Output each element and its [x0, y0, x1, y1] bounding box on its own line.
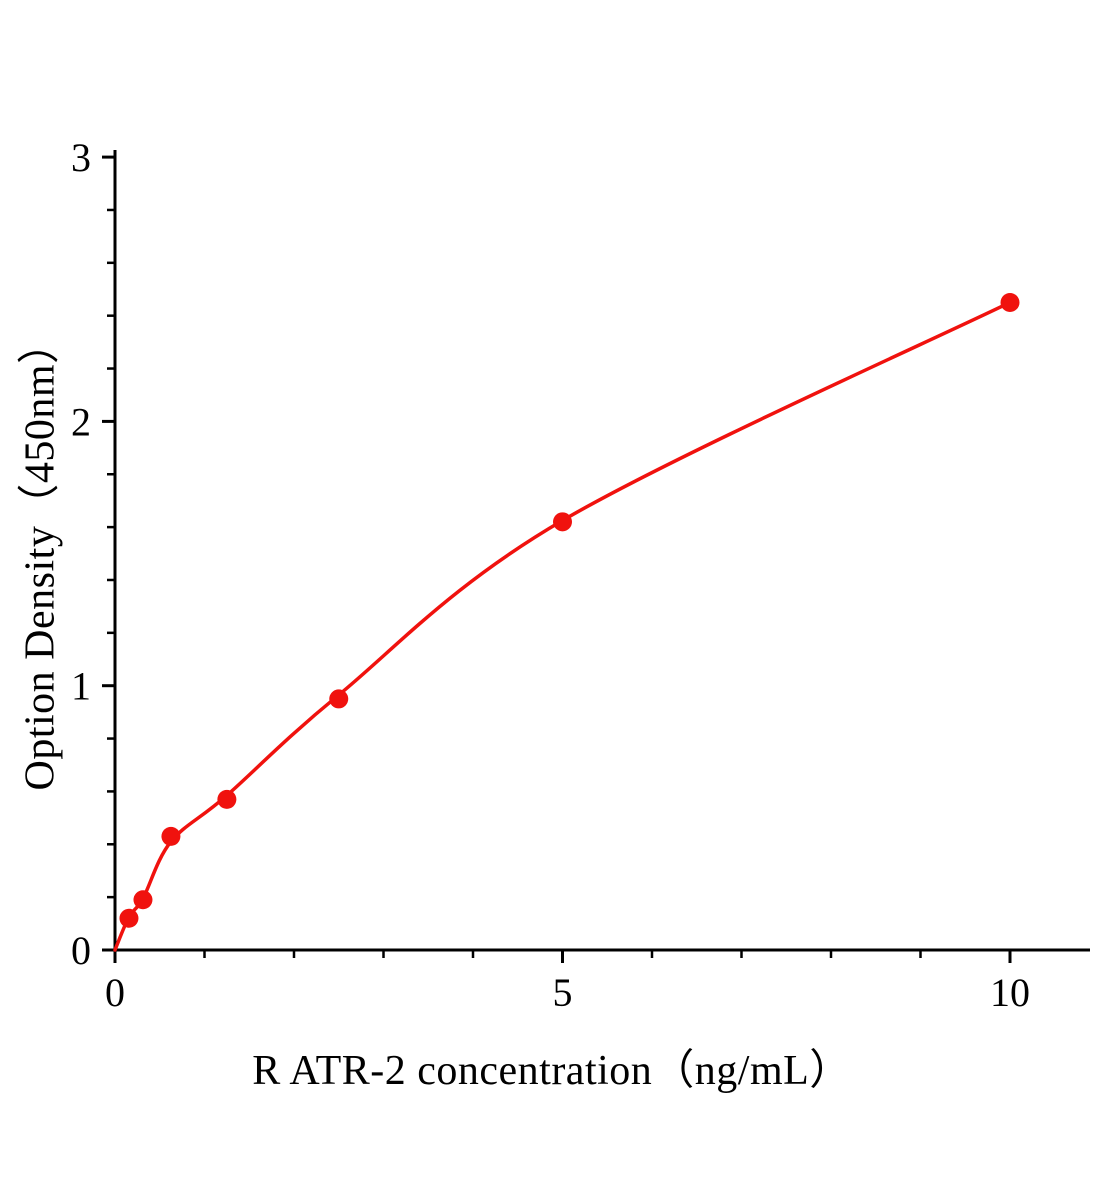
x-tick-label: 0: [105, 970, 125, 1015]
y-tick-label: 3: [71, 135, 91, 180]
y-tick-label: 0: [71, 928, 91, 973]
y-axis-label: Option Density（450nm）: [17, 321, 64, 791]
y-tick-label: 2: [71, 399, 91, 444]
x-tick-label: 10: [990, 970, 1030, 1015]
x-tick-label: 5: [553, 970, 573, 1015]
data-point: [553, 512, 572, 532]
y-tick-label: 1: [71, 664, 91, 709]
fit-curve: [113, 300, 1012, 952]
data-point: [217, 789, 237, 809]
data-point: [133, 890, 153, 910]
data-point: [161, 826, 181, 846]
data-point: [1000, 292, 1020, 312]
data-point: [329, 689, 349, 709]
x-axis-label: R ATR-2 concentration（ng/mL）: [252, 1048, 852, 1094]
data-point: [119, 908, 139, 928]
